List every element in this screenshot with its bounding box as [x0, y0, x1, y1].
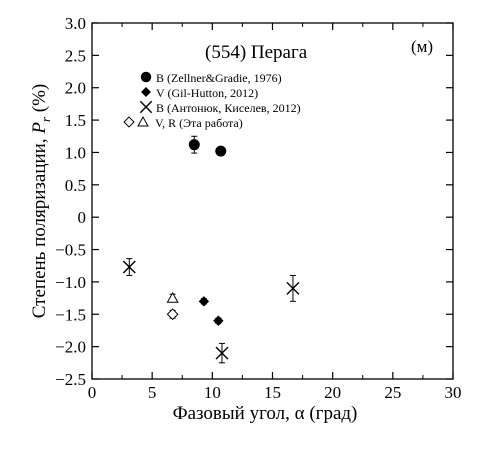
x-tick-label: 30 [445, 383, 462, 402]
y-axis-title: Степень поляризации, Pr (%) [29, 84, 53, 319]
y-tick-label: 3.0 [65, 14, 86, 33]
legend: B (Zellner&Gradie, 1976)V (Gil-Hutton, 2… [123, 71, 301, 130]
plot-title: (554) Перага [205, 42, 308, 63]
data-point-series-3 [122, 260, 136, 274]
legend-label: B (Zellner&Gradie, 1976) [156, 71, 282, 85]
legend-marker-triangle [137, 116, 149, 127]
y-axis-title-main: Степень поляризации, [29, 134, 50, 319]
y-tick-label: 1.5 [65, 111, 86, 130]
y-tick-labels: 3.0 2.5 2.0 1.5 1.0 0.5 0 −0.5 −1.0 −1.5 −2.0 −2.5 [55, 14, 86, 389]
x-marker-stroke [286, 281, 300, 295]
x-tick-label: 5 [148, 383, 157, 402]
y-tick-label: −1.5 [55, 305, 86, 324]
data-point-series-3 [215, 346, 229, 360]
x-tick-label: 25 [384, 383, 401, 402]
x-tick-labels: 0 5 10 15 20 25 30 [88, 383, 462, 402]
x-tick-label: 15 [264, 383, 281, 402]
y-tick-label: 2.5 [65, 46, 86, 65]
y-tick-label: 1.0 [65, 143, 86, 162]
legend-marker-diamond [123, 116, 135, 128]
legend-marker [139, 100, 153, 114]
data-point-series-3 [286, 281, 300, 295]
y-tick-label: −2.5 [55, 370, 86, 389]
y-tick-label: 0.5 [65, 176, 86, 195]
y-axis-title-var: P [29, 122, 50, 135]
x-tick-label: 10 [204, 383, 221, 402]
y-axis-title-unit: (%) [29, 84, 50, 117]
y-tick-label: 0 [78, 208, 87, 227]
y-tick-label: −0.5 [55, 241, 86, 260]
legend-marker [141, 87, 151, 97]
x-axis-title: Фазовый угол, α (град) [173, 403, 358, 424]
data-point-series-1 [215, 145, 227, 157]
y-tick-label: 2.0 [65, 79, 86, 98]
legend-label: B (Антонюк, Киселев, 2012) [156, 101, 301, 115]
data-point-series-2 [198, 296, 210, 307]
axis-ticks [91, 22, 454, 380]
x-marker-stroke [139, 100, 153, 114]
y-tick-label: −1.0 [55, 273, 86, 292]
y-axis-title-sub: r [38, 116, 53, 122]
y-tick-label: −2.0 [55, 338, 86, 357]
data-point-series-1 [188, 139, 200, 151]
x-marker-stroke [215, 346, 229, 360]
legend-marker [140, 71, 152, 83]
x-tick-label: 0 [88, 383, 97, 402]
legend-label: V (Gil-Hutton, 2012) [156, 86, 258, 100]
legend-label: V, R (Эта работа) [155, 116, 243, 130]
data-points [122, 135, 300, 364]
data-point-series-4 [166, 308, 179, 321]
x-tick-label: 20 [324, 383, 341, 402]
data-point-series-4 [166, 291, 179, 303]
x-marker-stroke [122, 260, 136, 274]
data-point-series-2 [213, 315, 224, 326]
panel-label: (м) [411, 37, 433, 56]
